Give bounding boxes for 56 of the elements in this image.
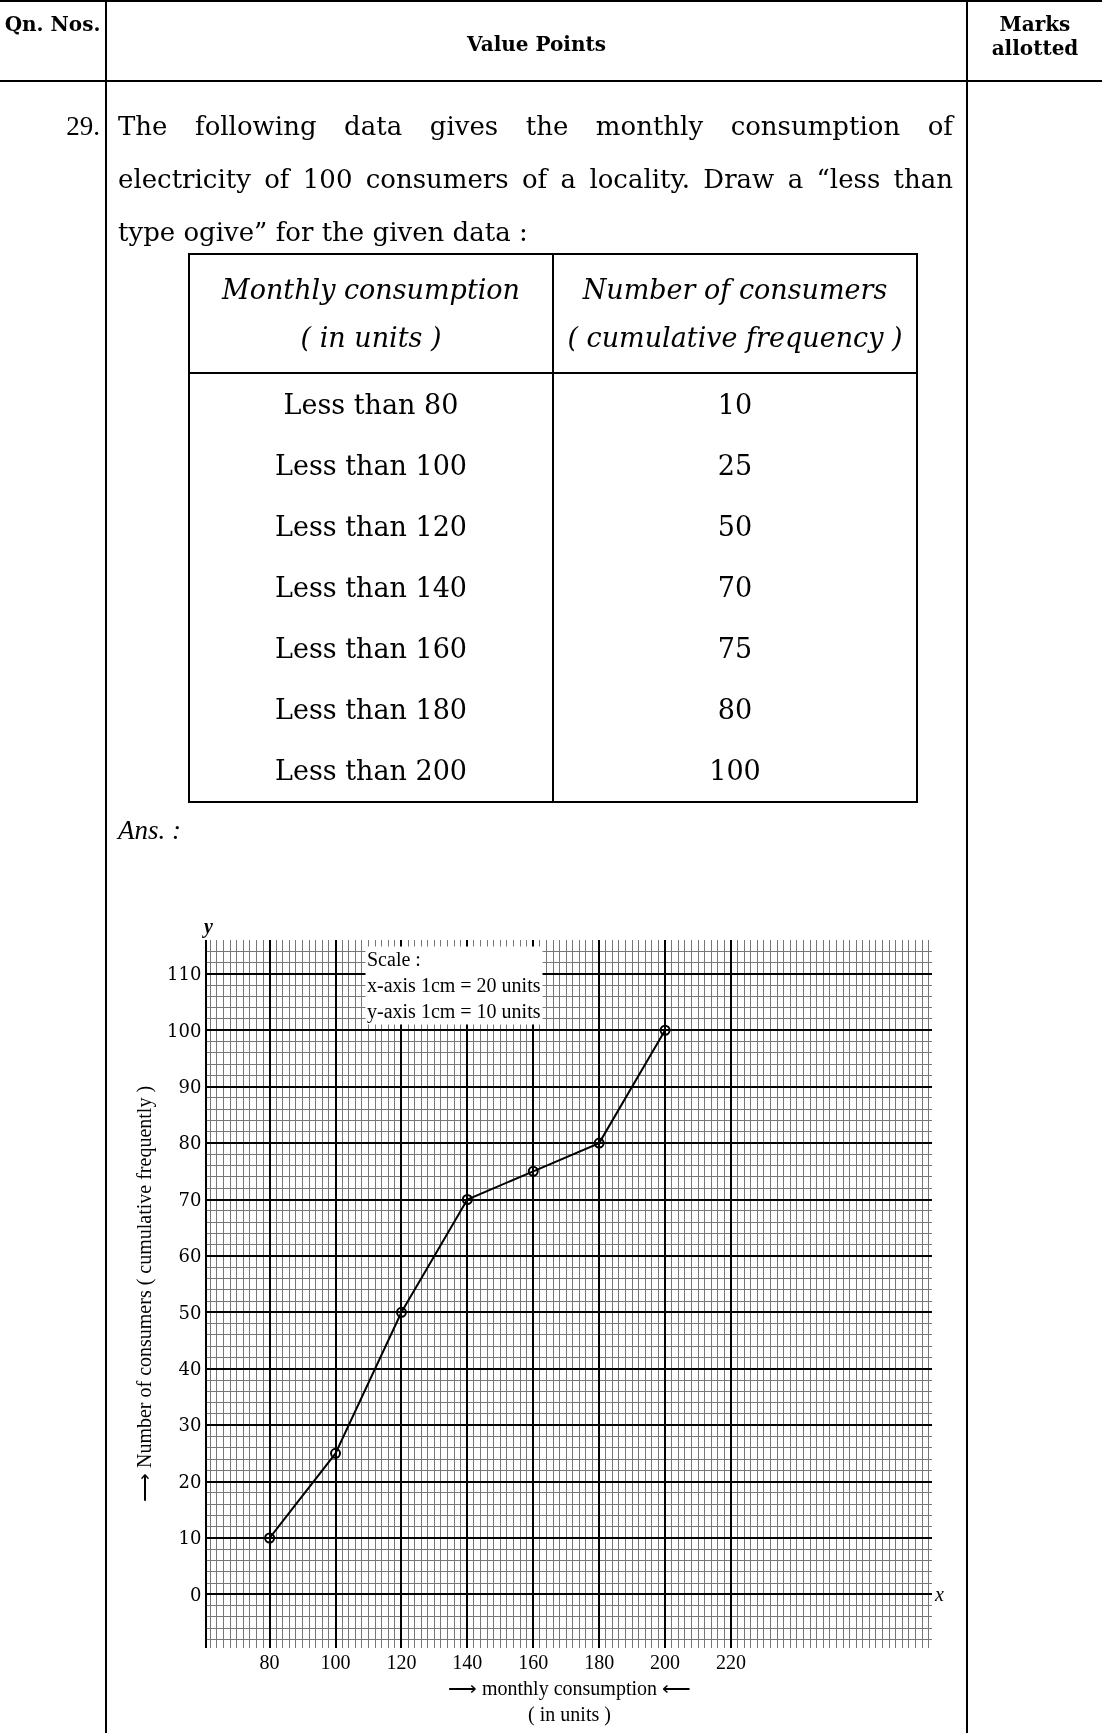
y-tick-label: 30	[178, 1414, 202, 1436]
text: Monthly consumption	[221, 273, 521, 305]
point	[461, 1194, 473, 1206]
x-tick-label: 100	[320, 1651, 351, 1673]
text: 29.	[65, 110, 100, 143]
y-tick-label: 70	[178, 1188, 202, 1210]
x-tick-label: 220	[715, 1651, 746, 1673]
y-tick-label: 100	[167, 1019, 202, 1041]
x-tick-label: 140	[452, 1651, 483, 1673]
x-tick-label: 120	[386, 1651, 417, 1673]
text: Less than 200	[189, 740, 553, 802]
x-tick-label: 180	[584, 1651, 615, 1673]
text: Less than 160	[189, 618, 553, 679]
text: 70	[553, 557, 917, 618]
text: Less than 140	[189, 557, 553, 618]
text: Ans. :	[118, 815, 181, 846]
text: Less than 80	[189, 373, 553, 435]
y-tick-label: 10	[178, 1527, 202, 1549]
point	[395, 1306, 407, 1318]
text: Value Points	[466, 32, 607, 56]
point	[659, 1024, 671, 1036]
text: 10	[553, 373, 917, 435]
y-tick-label: 110	[167, 963, 202, 985]
y-axis-title: ⟶ Number of consumers ( cumulative frequently )	[133, 1085, 157, 1503]
text: y	[202, 915, 213, 938]
point	[264, 1532, 276, 1544]
text: 75	[553, 618, 917, 679]
x-tick-label: 80	[259, 1651, 280, 1673]
x-axis-title: ⟶ monthly consumption ⟵ ( in units )	[448, 1676, 691, 1726]
chart-title: The following data gives the monthly consumption of electricity of 100 consumers of a locality. Draw a “less than type ogive” for the given data :	[118, 110, 953, 249]
text: 100	[553, 740, 917, 802]
x-tick-label: 160	[518, 1651, 549, 1673]
annotation: Scale : x-axis 1cm = 20 units y-axis 1cm = 10 units	[367, 948, 541, 1023]
text: Marks allotted	[990, 12, 1080, 60]
point	[330, 1447, 342, 1459]
text: Number of consumers	[582, 273, 888, 305]
y-tick-label: 80	[178, 1132, 202, 1154]
text: ( cumulative frequency )	[567, 321, 903, 353]
point	[593, 1137, 605, 1149]
text: Less than 180	[189, 679, 553, 740]
y-tick-label: 0	[189, 1583, 202, 1605]
text: Less than 120	[189, 496, 553, 557]
y-tick-label: 60	[178, 1245, 202, 1267]
text: ( in units )	[300, 321, 442, 353]
y-tick-label: 90	[178, 1075, 202, 1097]
text: Qn. Nos.	[3, 12, 102, 36]
y-tick-label: 20	[178, 1470, 202, 1492]
point	[527, 1165, 539, 1177]
y-tick-label: 50	[178, 1301, 202, 1323]
text: Less than 100	[189, 435, 553, 496]
y-tick-label: 40	[178, 1358, 202, 1380]
text: x	[934, 1583, 944, 1605]
x-tick-label: 200	[650, 1651, 681, 1673]
text: 50	[553, 496, 917, 557]
text: 80	[553, 679, 917, 740]
text: 25	[553, 435, 917, 496]
